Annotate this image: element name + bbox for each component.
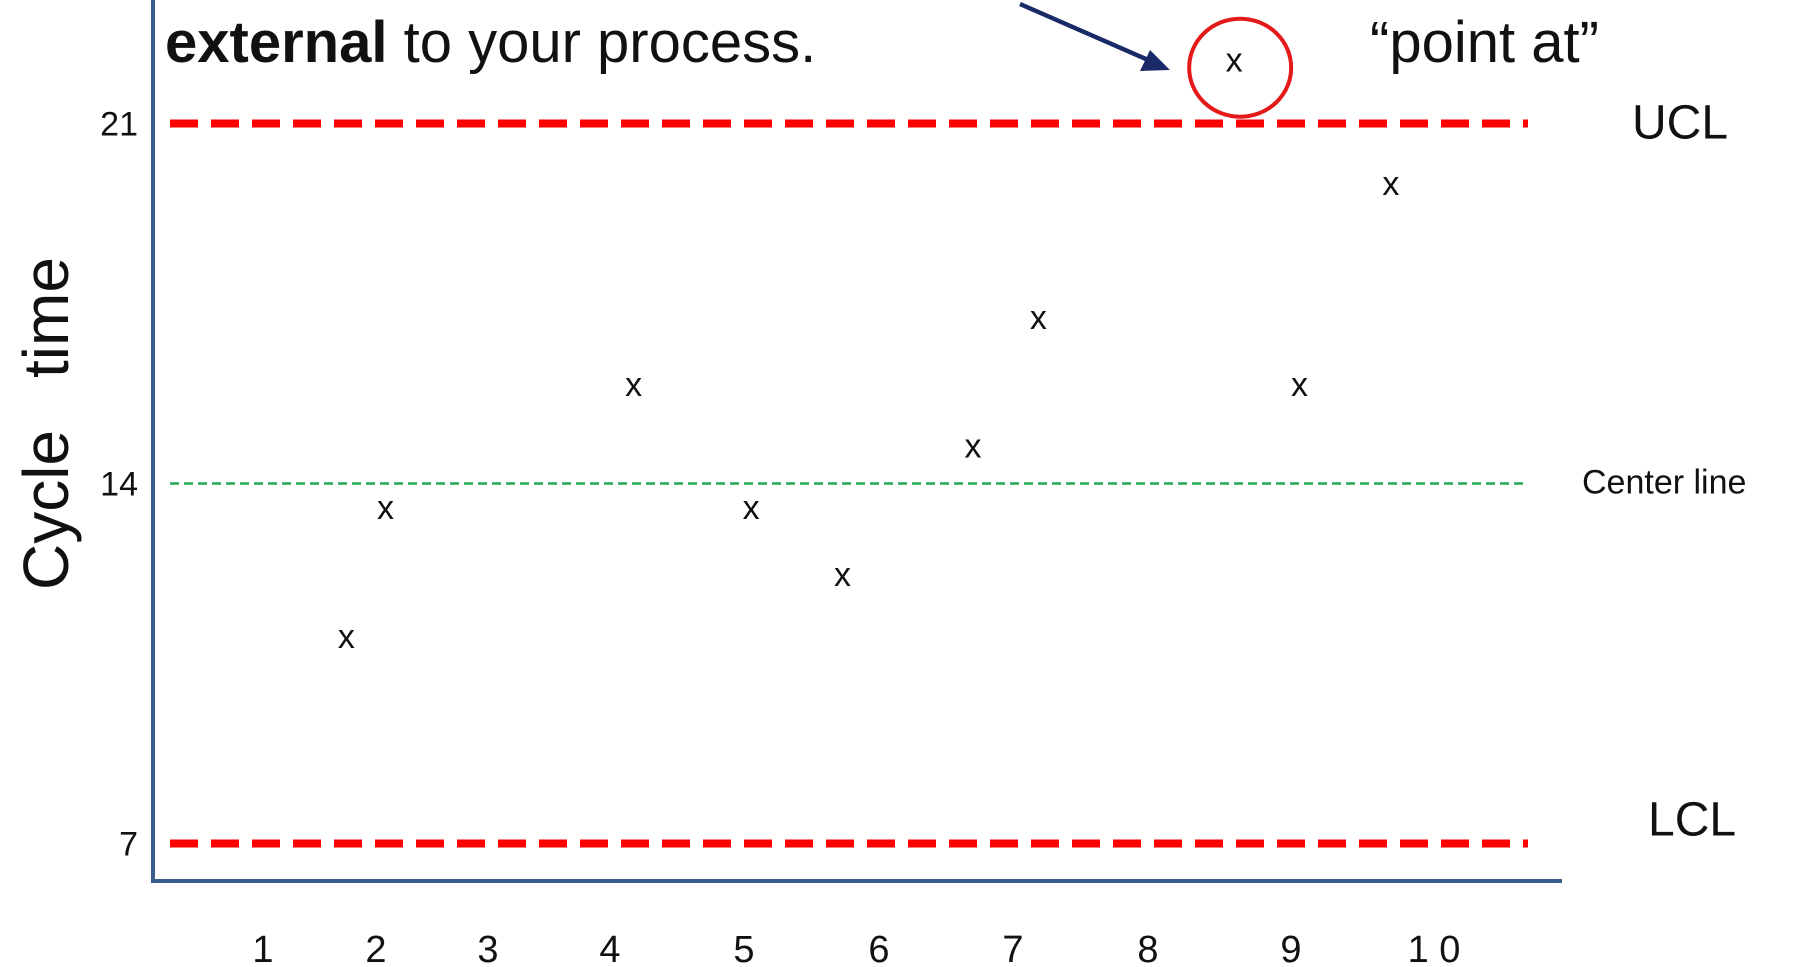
- lcl-label: LCL: [1648, 794, 1736, 847]
- data-point: x: [1291, 366, 1308, 404]
- data-point: x: [625, 366, 642, 404]
- y-axis-label: Cycle time: [10, 257, 82, 590]
- data-point: x: [1382, 165, 1399, 203]
- data-point: x: [1030, 299, 1047, 337]
- x-tick-label: 1 0: [1408, 929, 1461, 967]
- x-tick-label: 7: [1002, 929, 1023, 967]
- heading-rest: to your process.: [387, 10, 816, 75]
- data-point: x: [1226, 42, 1243, 80]
- x-tick-label: 3: [477, 929, 498, 967]
- outlier-highlight-circle: [1187, 16, 1294, 119]
- y-axis-label-word1: Cycle: [10, 430, 82, 590]
- x-tick-label: 5: [733, 929, 754, 967]
- data-point: x: [338, 618, 355, 656]
- x-tick-label: 2: [365, 929, 386, 967]
- y-tick-label: 14: [100, 466, 138, 504]
- y-tick-label: 7: [119, 826, 138, 864]
- x-tick-label: 4: [599, 929, 620, 967]
- heading-text: external to your process.: [165, 10, 816, 75]
- y-axis-label-word2: time: [10, 257, 82, 378]
- x-tick-label: 1: [252, 929, 273, 967]
- x-tick-label: 8: [1137, 929, 1158, 967]
- data-point: x: [834, 556, 851, 594]
- point-at-text: “point at”: [1370, 10, 1599, 75]
- x-tick-label: 6: [868, 929, 889, 967]
- heading-emphasis: external: [165, 10, 387, 75]
- data-point: x: [965, 427, 982, 465]
- data-point: x: [377, 489, 394, 527]
- ucl-label: UCL: [1632, 96, 1728, 149]
- data-point: x: [743, 489, 760, 527]
- x-tick-label: 9: [1280, 929, 1301, 967]
- y-tick-label: 21: [100, 105, 138, 143]
- center-line-label: Center line: [1582, 464, 1746, 502]
- pointer-arrow-shaft: [1019, 1, 1156, 66]
- pointer-arrow-head: [1140, 50, 1170, 71]
